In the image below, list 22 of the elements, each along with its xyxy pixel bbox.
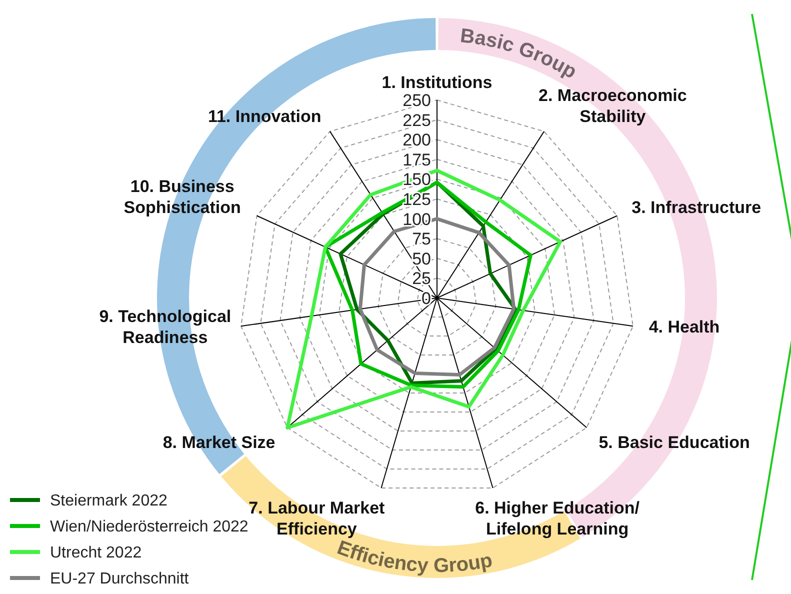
y-tick-label: 200	[402, 130, 431, 150]
spoke-label: 2. Macroeconomic Stability	[538, 86, 687, 126]
y-tick-label: 175	[402, 150, 431, 170]
legend-label: Wien/Niederösterreich 2022	[50, 518, 248, 536]
y-tick-label: 100	[402, 210, 431, 229]
spoke-label: 9. Technological Readiness	[99, 307, 232, 348]
spoke-label: 1. Institutions	[382, 73, 492, 92]
spoke-label: 7. Labour Market Efficiency	[248, 498, 386, 539]
spoke-label: 5. Basic Education	[598, 434, 750, 453]
y-tick-label: 225	[402, 110, 431, 130]
spoke-label: 8. Market Size	[162, 434, 276, 453]
spoke-label: 6. Higher Education/ Lifelong Learning	[475, 498, 640, 539]
y-tick-label: 250	[402, 90, 431, 110]
spoke-label: 10. Business Sophistication	[124, 178, 241, 218]
y-tick-label: 75	[412, 230, 431, 249]
spoke-label: 4. Health	[648, 318, 720, 337]
legend-label: EU-27 Durchschnitt	[50, 570, 190, 588]
y-tick-label: 50	[412, 249, 431, 268]
legend-label: Steiermark 2022	[50, 492, 168, 510]
spoke-label: 3. Infrastructure	[632, 198, 762, 218]
legend-label: Utrecht 2022	[50, 544, 142, 562]
spoke-label: 11. Innovation	[208, 107, 322, 126]
